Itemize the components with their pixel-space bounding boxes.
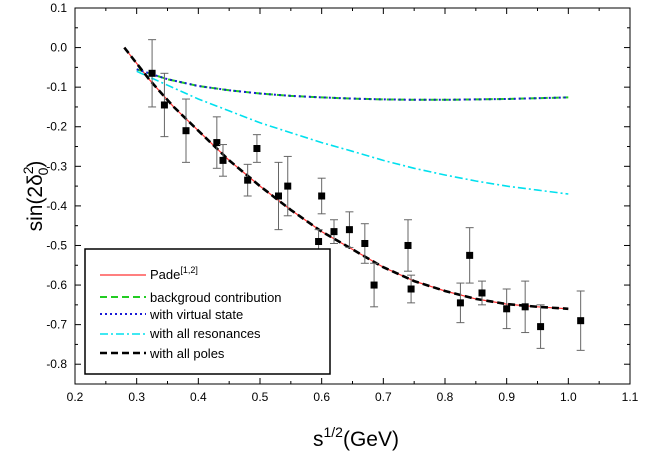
y-tick-labels: 0.1 0.0 -0.1 -0.2 -0.3 -0.4 -0.5 -0.6 -0.7 -0.8 (46, 1, 67, 371)
x-tick-label: 0.7 (375, 390, 392, 404)
data-point (456, 299, 464, 307)
data-point (330, 228, 338, 236)
data-point (521, 303, 529, 311)
data-point (284, 182, 292, 190)
data-point (503, 305, 511, 313)
legend: Pade[1,2] backgroud contribution with vi… (84, 248, 331, 375)
y-tick-label: -0.8 (46, 357, 67, 371)
legend-label-virtual-state: with virtual state (149, 307, 243, 322)
data-point (537, 323, 545, 331)
series-background (136, 68, 569, 101)
y-tick-label: -0.1 (46, 80, 67, 94)
x-tick-label: 0.6 (313, 390, 330, 404)
data-point (370, 281, 378, 289)
y-tick-label: -0.5 (46, 238, 67, 252)
series-all-poles (123, 46, 569, 311)
data-point (160, 101, 168, 109)
data-point (182, 127, 190, 135)
legend-label-background: backgroud contribution (150, 290, 282, 305)
x-tick-label: 0.9 (498, 390, 515, 404)
data-point (404, 241, 412, 249)
data-point (577, 317, 585, 325)
x-tick-label: 1.0 (560, 390, 577, 404)
y-axis-title: sin(2δ20) (20, 161, 51, 232)
x-tick-label: 0.2 (67, 390, 84, 404)
legend-label-all-resonances: with all resonances (149, 326, 261, 341)
x-axis-title: s1/2(GeV) (313, 424, 399, 451)
x-tick-label: 1.1 (622, 390, 639, 404)
y-tick-label: -0.7 (46, 318, 67, 332)
x-tick-label: 0.5 (252, 390, 269, 404)
data-point (345, 226, 353, 234)
y-tick-label: 0.1 (50, 1, 67, 15)
x-tick-label: 0.3 (128, 390, 145, 404)
series-group (123, 46, 569, 311)
y-tick-label: -0.4 (46, 199, 67, 213)
axis-ticks (74, 7, 631, 384)
data-point (148, 69, 156, 77)
data-point (466, 251, 474, 259)
y-tick-label: -0.2 (46, 120, 67, 134)
x-tick-label: 0.8 (437, 390, 454, 404)
legend-label-all-poles: with all poles (149, 346, 225, 361)
legend-label-pade: Pade[1,2] (150, 265, 198, 282)
data-point (219, 156, 227, 164)
series-virtual-state (136, 68, 569, 101)
data-point (315, 238, 323, 246)
y-tick-label: 0.0 (50, 41, 67, 55)
series-all-resonances (136, 70, 569, 195)
data-point (361, 239, 369, 247)
data-point (478, 289, 486, 297)
x-tick-label: 0.4 (190, 390, 207, 404)
data-point (407, 285, 415, 293)
data-point (253, 145, 261, 153)
data-point (275, 192, 282, 200)
data-point (318, 192, 326, 200)
y-tick-label: -0.6 (46, 278, 67, 292)
data-point (213, 139, 221, 147)
x-tick-labels: 0.2 0.3 0.4 0.5 0.6 0.7 0.8 0.9 1.0 1.1 (67, 390, 639, 404)
data-points-group (148, 39, 585, 351)
y-tick-label: -0.3 (46, 159, 67, 173)
data-point (244, 176, 252, 184)
